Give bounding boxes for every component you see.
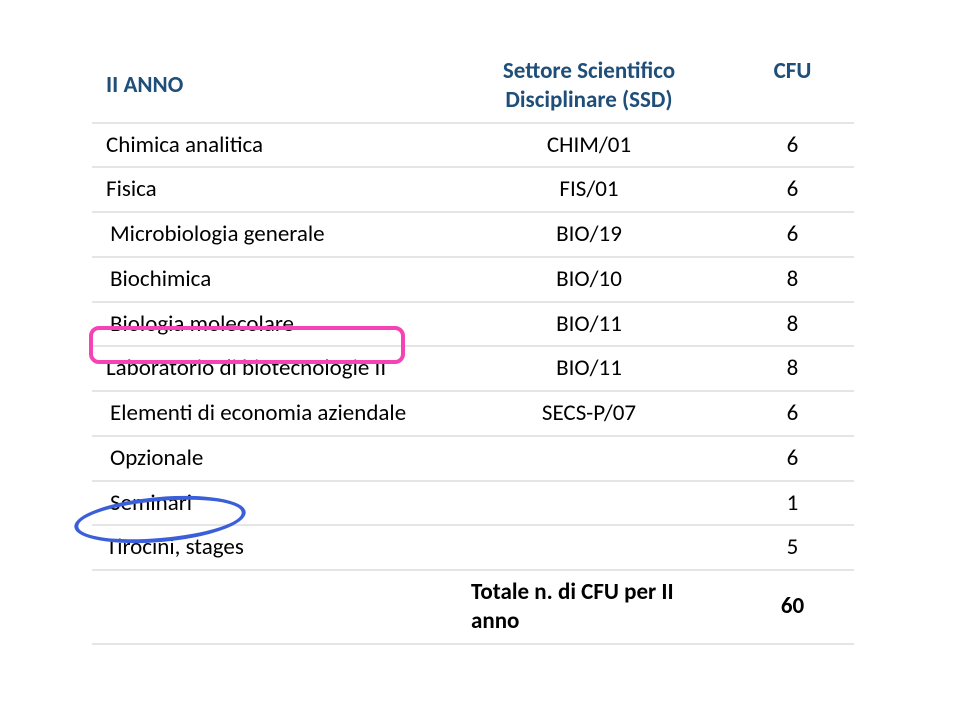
course-name: Biologia molecolare [92, 303, 447, 348]
course-cfu: 5 [727, 526, 854, 571]
course-name: Tirocini, stages [92, 526, 447, 571]
course-name: Microbiologia generale [92, 213, 447, 258]
table-row: Opzionale 6 [92, 437, 854, 482]
course-name: Chimica analitica [92, 124, 447, 169]
footer-value: 60 [727, 571, 854, 645]
course-ssd [447, 437, 727, 482]
header-cfu: CFU [727, 50, 854, 124]
course-cfu: 1 [727, 482, 854, 527]
course-name: Biochimica [92, 258, 447, 303]
course-cfu: 6 [727, 213, 854, 258]
course-name: Seminari [92, 482, 447, 527]
footer-blank [92, 571, 447, 645]
course-ssd: SECS-P/07 [447, 392, 727, 437]
course-cfu: 6 [727, 392, 854, 437]
course-name: Laboratorio di biotecnologie II [92, 347, 447, 392]
course-name: Opzionale [92, 437, 447, 482]
table-row: Seminari 1 [92, 482, 854, 527]
header-ssd-line2: Disciplinare (SSD) [505, 86, 672, 114]
course-ssd: BIO/19 [447, 213, 727, 258]
course-ssd: BIO/11 [447, 303, 727, 348]
header-ssd-line1: Settore Scientifico [503, 57, 675, 85]
header-ssd: Settore Scientifico Disciplinare (SSD) [447, 50, 727, 124]
footer-label: Totale n. di CFU per II anno [447, 571, 727, 645]
course-ssd: BIO/10 [447, 258, 727, 303]
course-cfu: 6 [727, 124, 854, 169]
course-cfu: 6 [727, 168, 854, 213]
course-cfu: 8 [727, 303, 854, 348]
table-footer-row: Totale n. di CFU per II anno 60 [92, 571, 854, 645]
table-row: Laboratorio di biotecnologie II BIO/11 8 [92, 347, 854, 392]
table-body: Chimica analitica CHIM/01 6 Fisica FIS/0… [92, 124, 854, 645]
course-cfu: 8 [727, 258, 854, 303]
course-ssd: FIS/01 [447, 168, 727, 213]
table-row: Fisica FIS/01 6 [92, 168, 854, 213]
course-ssd [447, 526, 727, 571]
table-row: Biochimica BIO/10 8 [92, 258, 854, 303]
table-row: Microbiologia generale BIO/19 6 [92, 213, 854, 258]
table-row: Biologia molecolare BIO/11 8 [92, 303, 854, 348]
course-ssd: CHIM/01 [447, 124, 727, 169]
table-row: Chimica analitica CHIM/01 6 [92, 124, 854, 169]
course-cfu: 6 [727, 437, 854, 482]
curriculum-table: II ANNO Settore Scientifico Disciplinare… [90, 48, 856, 647]
table-row: Elementi di economia aziendale SECS-P/07… [92, 392, 854, 437]
table-row: Tirocini, stages 5 [92, 526, 854, 571]
course-ssd: BIO/11 [447, 347, 727, 392]
course-name: Fisica [92, 168, 447, 213]
table-header-row: II ANNO Settore Scientifico Disciplinare… [92, 50, 854, 124]
course-ssd [447, 482, 727, 527]
header-year: II ANNO [92, 50, 447, 124]
course-cfu: 8 [727, 347, 854, 392]
course-name: Elementi di economia aziendale [92, 392, 447, 437]
